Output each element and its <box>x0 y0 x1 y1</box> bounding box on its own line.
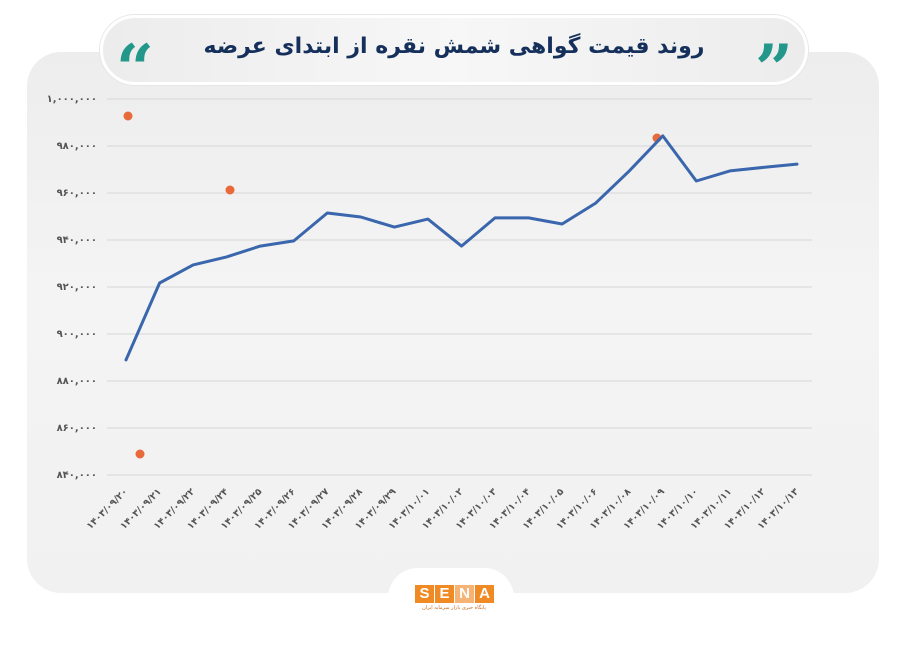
y-tick-label: ۸۴۰,۰۰۰ <box>57 470 97 481</box>
price-line <box>124 134 799 362</box>
y-axis-labels: ۱,۰۰۰,۰۰۰ ۹۸۰,۰۰۰ ۹۶۰,۰۰۰ ۹۴۰,۰۰۰ ۹۲۰,۰۰۰ ۹۰۰… <box>47 94 97 481</box>
y-tick-label: ۸۸۰,۰۰۰ <box>57 376 97 387</box>
logo-letter: S <box>415 585 434 603</box>
y-tick-label: ۸۶۰,۰۰۰ <box>57 423 97 434</box>
y-tick-label: ۹۰۰,۰۰۰ <box>57 329 97 340</box>
y-tick-label: ۹۴۰,۰۰۰ <box>57 235 97 246</box>
y-tick-label: ۹۸۰,۰۰۰ <box>57 141 97 152</box>
close-quote-icon: ” <box>755 30 793 108</box>
logo-letter: E <box>435 585 454 603</box>
y-tick-label: ۹۲۰,۰۰۰ <box>57 282 97 293</box>
line-chart: ۱,۰۰۰,۰۰۰ ۹۸۰,۰۰۰ ۹۶۰,۰۰۰ ۹۴۰,۰۰۰ ۹۲۰,۰۰۰ ۹۰۰… <box>47 94 812 532</box>
title-banner: “ روند قیمت گواهی شمش نقره از ابتدای عرض… <box>100 15 808 102</box>
decorative-dots <box>123 111 662 459</box>
chart-title: روند قیمت گواهی شمش نقره از ابتدای عرضه <box>203 34 705 59</box>
x-axis-labels: ۱۴۰۳/۰۹/۲۰۱۴۰۳/۰۹/۲۱۱۴۰۳/۰۹/۲۲۱۴۰۳/۰۹/۲۴… <box>85 486 802 532</box>
logo-letter: A <box>475 585 494 603</box>
logo-subtitle: پایگاه خبری بازار سرمایه ایران <box>422 605 486 611</box>
decorative-dot <box>123 111 133 121</box>
sena-logo: S E N A <box>415 585 494 603</box>
open-quote-icon: “ <box>116 30 154 108</box>
gridlines <box>107 98 812 476</box>
y-tick-label: ۱,۰۰۰,۰۰۰ <box>47 94 97 105</box>
chart-card <box>27 52 879 593</box>
decorative-dot <box>135 449 145 459</box>
decorative-dot <box>225 185 235 195</box>
y-tick-label: ۹۶۰,۰۰۰ <box>57 188 97 199</box>
logo-letter: N <box>455 585 474 603</box>
